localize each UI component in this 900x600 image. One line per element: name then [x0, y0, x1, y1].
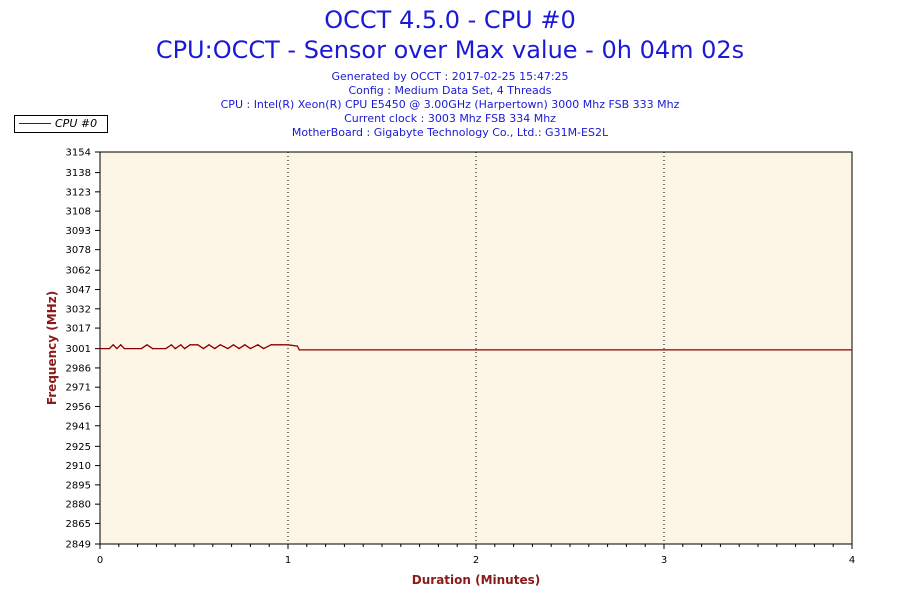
- data-point: [757, 349, 759, 351]
- chart-title: OCCT 4.5.0 - CPU #0: [324, 6, 576, 34]
- data-point: [276, 344, 278, 346]
- y-tick-label: 3017: [66, 324, 91, 335]
- data-point: [851, 349, 853, 351]
- data-point: [165, 348, 167, 350]
- y-tick-label: 3138: [66, 168, 91, 179]
- data-point: [202, 348, 204, 350]
- legend-label: CPU #0: [55, 117, 98, 130]
- data-point: [184, 348, 186, 350]
- y-tick-label: 2910: [66, 461, 91, 472]
- data-point: [262, 348, 265, 350]
- data-point: [140, 348, 142, 350]
- y-tick-label: 3093: [66, 226, 91, 237]
- info-motherboard: MotherBoard : Gigabyte Technology Co., L…: [291, 126, 609, 139]
- y-tick-label: 3078: [66, 245, 91, 256]
- data-point: [257, 344, 259, 346]
- data-point: [197, 344, 199, 346]
- y-tick-label: 3154: [66, 148, 91, 159]
- y-tick-label: 2880: [66, 500, 91, 511]
- x-tick-label: 3: [661, 555, 667, 566]
- data-point: [287, 344, 289, 346]
- data-point: [123, 348, 126, 350]
- data-point: [131, 348, 133, 350]
- series-line-cpu0: [100, 343, 852, 351]
- data-point: [170, 344, 173, 346]
- data-point: [475, 349, 477, 351]
- y-tick-label: 2865: [66, 519, 91, 530]
- data-point: [208, 344, 210, 346]
- data-point: [214, 348, 216, 350]
- data-point: [381, 349, 383, 351]
- axes: 0 1 2 3 4 3154 3138 3123 3108 3093 3078 3062 3047 303…: [66, 148, 856, 567]
- chart-subtitle: CPU:OCCT - Sensor over Max value - 0h 04…: [155, 36, 745, 64]
- legend: CPU #0: [14, 115, 108, 133]
- data-point: [116, 348, 118, 350]
- info-generated: Generated by OCCT : 2017-02-25 15:47:25: [331, 70, 569, 83]
- x-tick-label: 2: [473, 555, 479, 566]
- data-point: [296, 345, 298, 347]
- y-tick-label: 2925: [66, 442, 91, 453]
- data-point: [120, 344, 122, 346]
- y-tick-label: 2849: [66, 540, 91, 551]
- data-point: [180, 344, 182, 346]
- info-current-clock: Current clock : 3003 Mhz FSB 334 Mhz: [344, 112, 556, 125]
- x-axis-label: Duration (Minutes): [412, 573, 540, 587]
- data-point: [232, 344, 235, 346]
- data-point: [189, 344, 191, 346]
- x-tick-label: 1: [285, 555, 291, 566]
- data-point: [146, 344, 148, 346]
- y-tick-label: 2971: [66, 383, 91, 394]
- y-tick-label: 2986: [66, 363, 91, 374]
- data-point: [270, 344, 272, 346]
- y-tick-label: 2895: [66, 480, 91, 491]
- y-tick-label: 3001: [66, 344, 91, 355]
- grid: [287, 152, 665, 544]
- data-point: [174, 348, 176, 350]
- x-tick-label: 0: [97, 555, 103, 566]
- data-point: [152, 348, 154, 350]
- y-tick-label: 3123: [66, 187, 91, 198]
- legend-swatch: [19, 123, 51, 124]
- y-tick-label: 3047: [66, 285, 91, 296]
- data-point: [569, 349, 571, 351]
- y-tick-label: 3108: [66, 207, 91, 218]
- series-group: [99, 343, 853, 351]
- data-point: [298, 349, 300, 351]
- data-point: [227, 348, 229, 350]
- y-tick-label: 2941: [66, 421, 91, 432]
- y-tick-label: 3032: [66, 304, 91, 315]
- info-config: Config : Medium Data Set, 4 Threads: [348, 84, 552, 97]
- y-axis-label: Frequency (MHz): [45, 291, 59, 405]
- data-point: [279, 344, 282, 346]
- data-point: [238, 348, 240, 350]
- data-point: [244, 344, 246, 346]
- data-point: [219, 344, 221, 346]
- x-tick-label: 4: [849, 555, 855, 566]
- data-point: [112, 344, 114, 346]
- y-tick-label: 2956: [66, 402, 91, 413]
- data-point: [249, 348, 251, 350]
- info-cpu: CPU : Intel(R) Xeon(R) CPU E5450 @ 3.00G…: [220, 98, 680, 111]
- y-tick-label: 3062: [66, 266, 91, 277]
- data-point: [663, 349, 665, 351]
- data-point: [108, 348, 110, 350]
